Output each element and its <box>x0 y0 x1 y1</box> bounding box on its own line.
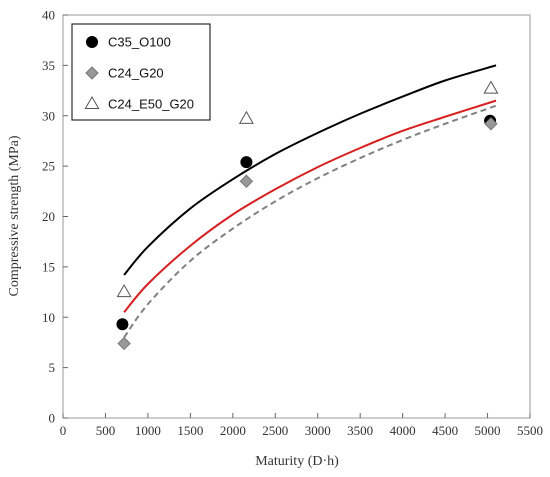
y-axis-title: Compressive strength (MPa) <box>7 135 22 296</box>
diamond-marker <box>484 117 498 131</box>
y-tick-label: 20 <box>42 209 55 224</box>
diamond-marker <box>239 174 254 188</box>
y-tick-label: 30 <box>42 108 55 123</box>
x-tick-label: 2500 <box>262 423 288 438</box>
circle-marker <box>116 318 129 331</box>
x-tick-label: 1000 <box>135 423 161 438</box>
y-tick-label: 10 <box>42 310 55 325</box>
legend-label: C24_G20 <box>108 66 164 81</box>
legend-circle-marker <box>86 36 98 48</box>
legend-label: C35_O100 <box>108 35 171 50</box>
triangle-marker <box>116 284 132 298</box>
x-tick-label: 500 <box>96 423 116 438</box>
fit-curve <box>123 104 497 338</box>
x-tick-label: 1500 <box>177 423 203 438</box>
fit-curves <box>123 64 497 338</box>
x-tick-label: 5000 <box>475 423 501 438</box>
x-tick-label: 0 <box>60 423 67 438</box>
legend: C35_O100 C24_G20 C24_E50_G20 <box>71 23 211 121</box>
triangle-marker <box>483 80 499 94</box>
legend-diamond-marker <box>85 66 99 80</box>
data-markers <box>116 80 499 351</box>
x-axis-title: Maturity (D·h) <box>255 454 339 469</box>
y-tick-label: 5 <box>49 360 56 375</box>
y-tick-label: 40 <box>42 8 55 23</box>
x-tick-label: 2000 <box>220 423 246 438</box>
y-tick-label: 25 <box>42 159 55 174</box>
y-tick-label: 15 <box>42 259 55 274</box>
circle-marker <box>240 156 253 169</box>
x-tick-label: 4000 <box>390 423 416 438</box>
x-tick-label: 3500 <box>347 423 373 438</box>
triangle-marker <box>238 110 254 124</box>
y-tick-label: 0 <box>49 411 56 426</box>
x-tick-label: 4500 <box>432 423 458 438</box>
x-tick-label: 5500 <box>517 423 543 438</box>
tick-marks <box>62 14 531 419</box>
fit-curve <box>123 64 497 276</box>
legend-triangle-marker <box>84 95 100 110</box>
legend-label: C24_E50_G20 <box>108 97 194 112</box>
diamond-marker <box>117 336 131 351</box>
y-tick-label: 35 <box>42 58 55 73</box>
legend-items: C35_O100 C24_G20 C24_E50_G20 <box>84 35 194 112</box>
fit-curve <box>123 99 497 313</box>
tick-labels: 0 500 1000 1500 2000 2500 3000 3500 4000 4500 5000… <box>42 8 543 439</box>
x-tick-label: 3000 <box>305 423 331 438</box>
